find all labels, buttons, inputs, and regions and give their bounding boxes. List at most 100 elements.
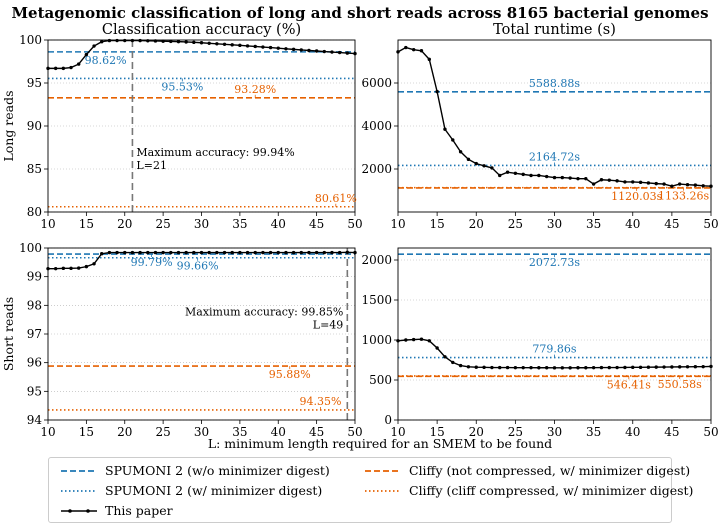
data-point (261, 45, 265, 49)
data-point (505, 170, 510, 174)
data-point (607, 178, 611, 182)
legend-label: SPUMONI 2 (w/o minimizer digest) (105, 463, 330, 478)
legend-swatch-this-paper (61, 505, 97, 517)
row-label: Long reads (1, 90, 16, 161)
data-point (284, 47, 288, 51)
panel-title: Classification accuracy (%) (102, 22, 301, 38)
data-point (199, 41, 204, 45)
x-tick-label: 50 (703, 425, 718, 439)
data-point (184, 250, 188, 255)
data-point (623, 180, 627, 184)
data-point (646, 181, 651, 185)
data-point (552, 366, 557, 370)
x-tick-label: 50 (703, 217, 718, 231)
data-point (505, 365, 510, 370)
data-point (654, 365, 658, 369)
data-point (599, 178, 604, 182)
x-tick-label: 20 (469, 217, 484, 231)
data-point (458, 150, 463, 154)
legend-swatch-cliffy-dotted (365, 485, 401, 497)
data-point (498, 173, 502, 178)
data-point (482, 365, 486, 370)
x-tick-label: 25 (508, 217, 523, 231)
data-point (474, 161, 478, 166)
data-point (701, 364, 705, 369)
reference-label: 93.28% (234, 83, 276, 96)
data-point (529, 173, 533, 178)
data-point (584, 366, 588, 370)
y-tick-label: 96 (27, 356, 42, 370)
legend-swatch-spumoni-dashed (61, 465, 97, 477)
reference-label: 779.86s (532, 343, 576, 356)
legend-item-spumoni-no-digest: SPUMONI 2 (w/o minimizer digest) (61, 463, 330, 478)
data-point (92, 262, 96, 266)
x-tick-label: 20 (469, 425, 484, 439)
data-point (268, 45, 273, 50)
data-point (107, 38, 112, 43)
y-tick-label: 94 (27, 413, 43, 427)
max-accuracy-label: Maximum accuracy: 99.85% (185, 305, 343, 318)
data-point (130, 38, 135, 43)
x-tick-label: 35 (586, 217, 601, 231)
data-point (427, 339, 431, 343)
row-label: Short reads (1, 297, 16, 371)
data-point (123, 250, 127, 255)
data-point (560, 175, 565, 180)
axes-frame (397, 247, 712, 421)
data-point (591, 182, 596, 186)
data-point (238, 43, 242, 48)
data-point (419, 49, 424, 53)
x-tick-label: 30 (194, 425, 209, 439)
data-point (276, 250, 280, 255)
data-point (670, 365, 674, 369)
y-tick-label: 1000 (361, 333, 392, 347)
data-point (115, 38, 119, 43)
y-tick-label: 90 (27, 119, 42, 133)
data-point (623, 365, 627, 370)
max-accuracy-label: L=21 (136, 159, 167, 172)
data-point (53, 266, 58, 271)
data-point (521, 172, 525, 177)
data-point (215, 250, 219, 255)
max-accuracy-label: L=49 (313, 318, 344, 331)
data-point (568, 176, 572, 180)
data-point (513, 365, 518, 370)
data-point (307, 250, 311, 255)
data-point (261, 250, 265, 255)
data-point (61, 266, 66, 271)
reference-label: 98.62% (85, 54, 127, 67)
data-point (253, 250, 257, 255)
x-tick-label: 40 (625, 425, 640, 439)
x-tick-label: 35 (232, 217, 247, 231)
x-tick-label: 20 (117, 425, 132, 439)
data-point (419, 337, 424, 341)
data-point (107, 250, 112, 255)
y-tick-label: 80 (27, 205, 42, 219)
axes-frame (47, 247, 356, 421)
legend-item-cliffy-compressed: Cliffy (cliff compressed, w/ minimizer d… (365, 483, 693, 498)
x-tick-label: 50 (347, 217, 362, 231)
x-tick-label: 45 (309, 425, 324, 439)
x-tick-label: 30 (547, 425, 562, 439)
y-tick-label: 98 (27, 298, 42, 312)
data-point (529, 365, 533, 370)
data-point (207, 41, 211, 45)
data-point (330, 250, 334, 255)
data-point (345, 51, 350, 55)
data-point (435, 346, 439, 350)
data-point (100, 252, 104, 256)
y-tick-label: 500 (369, 373, 392, 387)
y-tick-label: 85 (27, 162, 42, 176)
data-point (466, 365, 471, 369)
reference-label: 550.58s (658, 378, 702, 391)
data-point (443, 355, 447, 359)
panel-long-accuracy (44, 38, 357, 216)
reference-label: 99.66% (177, 260, 219, 273)
data-point (599, 365, 604, 370)
x-tick-label: 50 (347, 425, 362, 439)
data-point (130, 250, 135, 255)
data-point (192, 250, 196, 255)
data-point (123, 38, 127, 43)
y-tick-label: 100 (19, 33, 42, 47)
data-point (268, 250, 273, 255)
